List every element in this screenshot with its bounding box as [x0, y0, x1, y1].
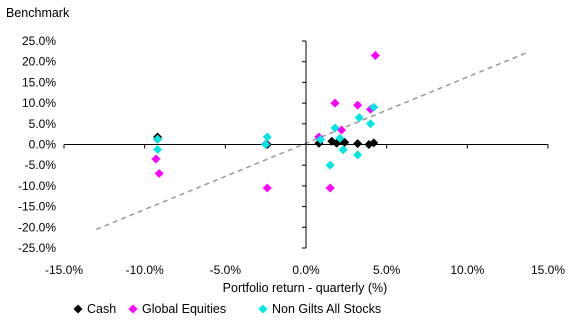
- legend-item: Global Equities: [128, 302, 226, 316]
- data-point: [330, 123, 340, 133]
- x-axis-title: Portfolio return - quarterly (%): [223, 281, 388, 295]
- data-point: [325, 183, 335, 193]
- legend-marker: [128, 304, 138, 314]
- x-tick-label: 10.0%: [450, 263, 484, 277]
- y-tick-label: 5.0%: [29, 117, 57, 131]
- x-tick-label: -15.0%: [45, 263, 83, 277]
- data-point: [353, 150, 363, 160]
- y-axis-title: Benchmark: [6, 6, 70, 20]
- data-point: [316, 135, 326, 145]
- reference-trend-line: [95, 51, 528, 231]
- legend-label: Global Equities: [142, 302, 226, 316]
- series-global-equities: [151, 50, 380, 193]
- data-point: [153, 144, 163, 154]
- x-tick-label: 5.0%: [373, 263, 401, 277]
- data-point: [369, 138, 379, 148]
- y-tick-label: 25.0%: [22, 34, 56, 48]
- y-tick-label: -25.0%: [18, 241, 56, 255]
- axes-layer: [63, 40, 549, 249]
- x-tick-labels: -15.0% -10.0% -5.0% 0.0% 5.0% 10.0% 15.0%: [45, 263, 565, 277]
- data-point: [353, 100, 363, 110]
- y-tick-label: 10.0%: [22, 96, 56, 110]
- y-tick-label: 0.0%: [29, 138, 57, 152]
- data-point: [338, 145, 348, 155]
- legend-item: Non Gilts All Stocks: [258, 302, 381, 316]
- data-point: [151, 154, 161, 164]
- data-point: [335, 133, 345, 143]
- data-point: [366, 119, 376, 129]
- legend-label: Cash: [87, 302, 116, 316]
- x-tick-label: -10.0%: [126, 263, 164, 277]
- data-point: [153, 134, 163, 144]
- data-point: [154, 168, 164, 178]
- x-tick-label: 15.0%: [531, 263, 565, 277]
- data-point: [262, 183, 272, 193]
- data-point: [370, 50, 380, 60]
- x-tick-label: 0.0%: [292, 263, 320, 277]
- y-tick-label: -20.0%: [18, 220, 56, 234]
- y-tick-labels: 25.0% 20.0% 15.0% 10.0% 5.0% 0.0% -5.0% -10.0% -…: [18, 34, 56, 255]
- data-points-layer: [151, 50, 380, 193]
- y-tick-label: 15.0%: [22, 75, 56, 89]
- legend-marker: [258, 304, 268, 314]
- data-point: [325, 160, 335, 170]
- legend-item: Cash: [73, 302, 116, 316]
- legend-label: Non Gilts All Stocks: [272, 302, 381, 316]
- series-non-gilts-all-stocks: [153, 102, 379, 170]
- y-tick-label: -5.0%: [25, 158, 57, 172]
- y-tick-label: 20.0%: [22, 55, 56, 69]
- reference-line-layer: [95, 51, 528, 231]
- data-point: [353, 139, 363, 149]
- data-point: [330, 98, 340, 108]
- data-point: [261, 140, 271, 149]
- data-point: [354, 113, 364, 123]
- y-tick-label: -10.0%: [18, 179, 56, 193]
- x-tick-label: -5.0%: [210, 263, 242, 277]
- legend: Cash Global Equities Non Gilts All Stocks: [73, 302, 381, 316]
- data-point: [262, 132, 272, 142]
- data-point: [369, 102, 379, 112]
- y-tick-label: -15.0%: [18, 200, 56, 214]
- legend-marker: [73, 304, 83, 314]
